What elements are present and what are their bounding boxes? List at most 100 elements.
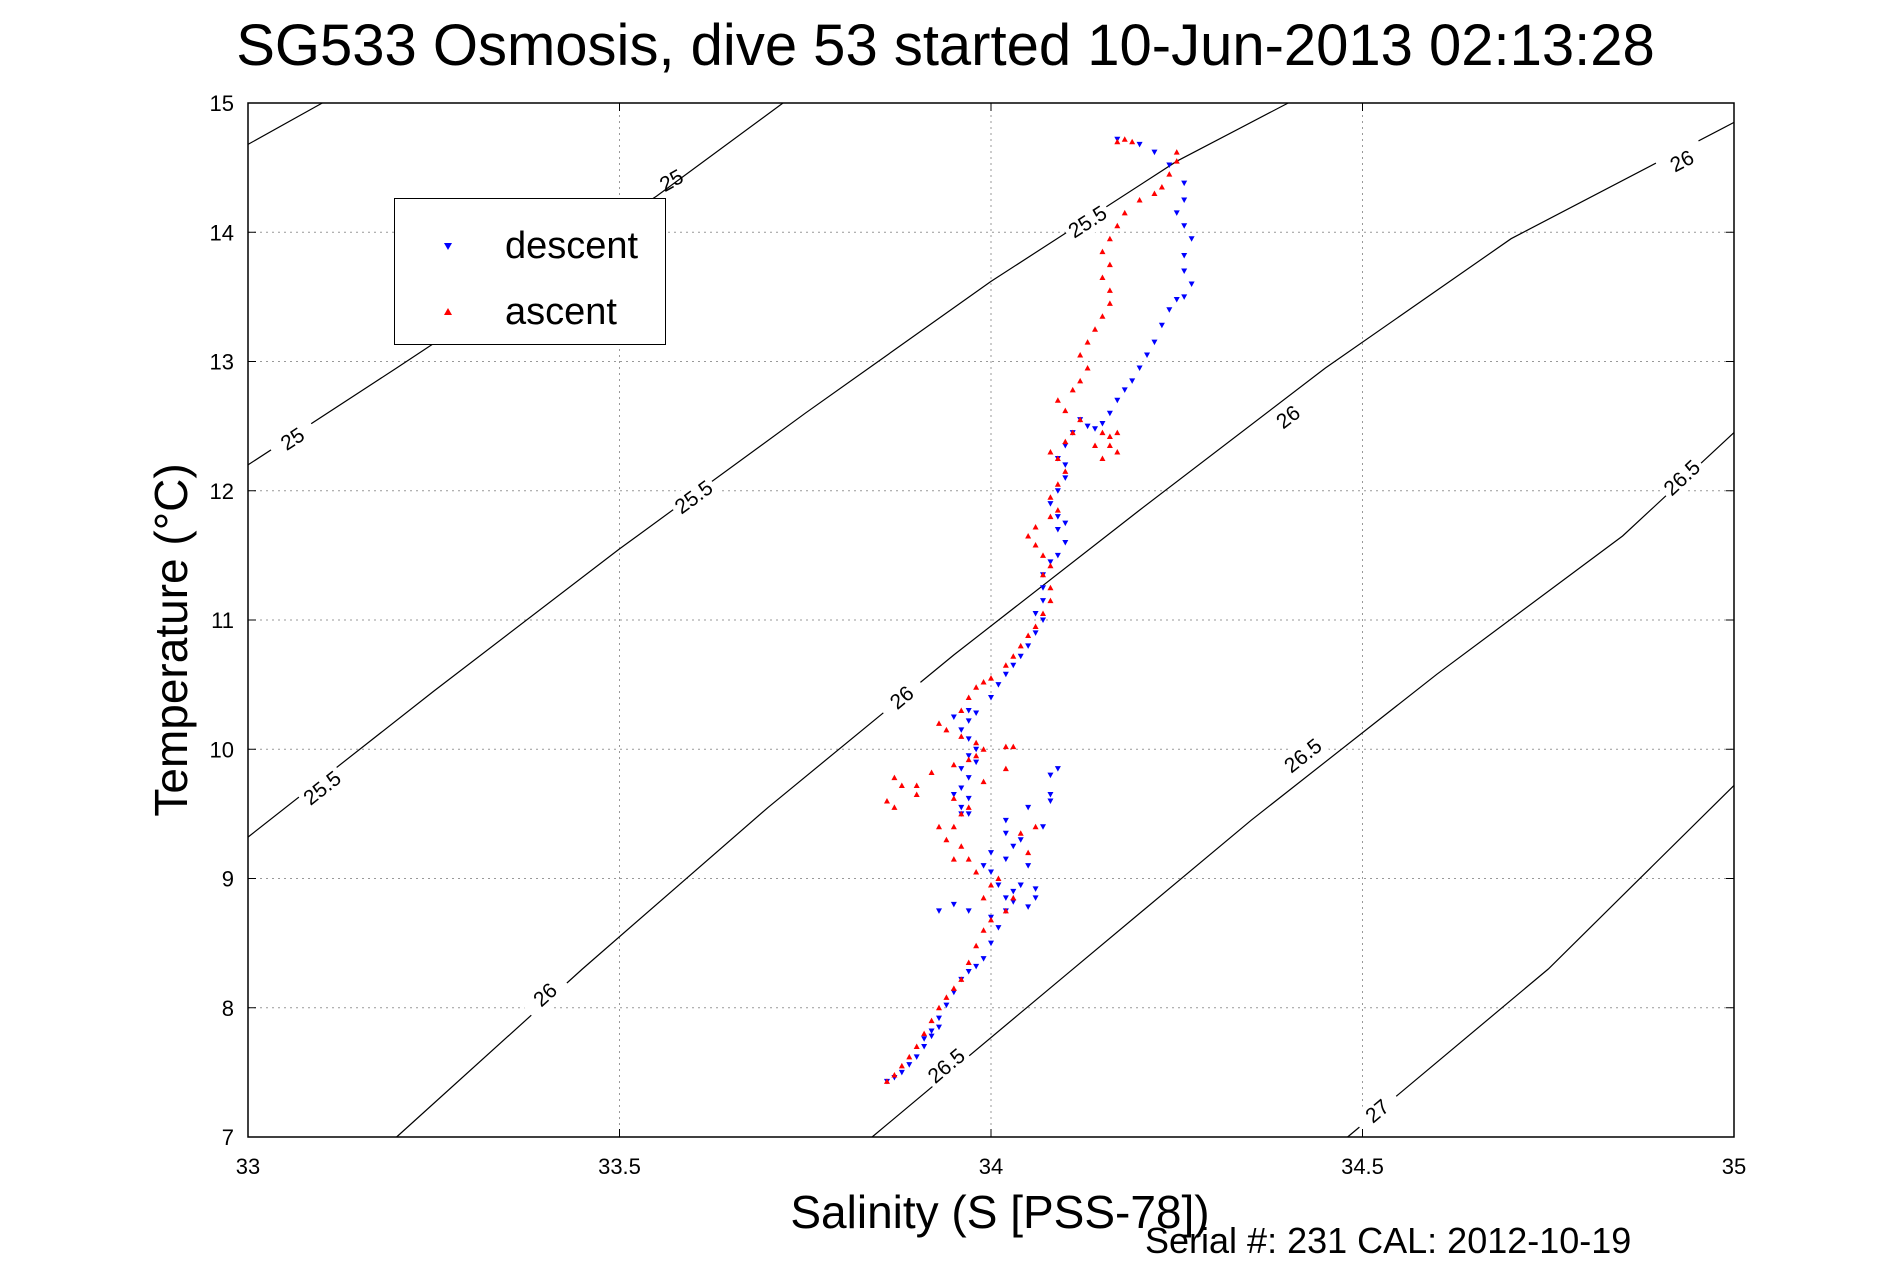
point-ascent [1077,416,1084,423]
point-ascent [1114,429,1121,436]
y-tick-label: 15 [210,91,234,116]
point-ascent [928,1017,935,1024]
point-descent [965,753,972,759]
point-descent [1188,281,1195,287]
point-ascent [1062,438,1069,445]
point-ascent [1010,743,1017,750]
point-ascent [1047,494,1054,500]
point-ascent [1114,222,1121,229]
point-ascent [1069,386,1076,393]
point-descent [950,791,957,798]
point-descent [1054,527,1061,533]
point-descent [913,1054,920,1060]
point-ascent [1151,190,1158,196]
point-descent [965,908,972,914]
point-descent [965,969,972,975]
point-descent [1032,630,1039,636]
point-ascent [1047,513,1054,520]
point-descent [995,682,1002,688]
point-descent [1040,598,1047,604]
point-descent [1136,365,1143,371]
point-descent [988,869,994,876]
point-descent [898,1069,905,1076]
triangle-up-icon [444,308,452,315]
legend-label-descent: descent [505,225,639,267]
contour-line-26 [396,121,1735,1138]
point-ascent [935,1004,942,1011]
point-ascent [950,795,957,801]
y-tick-label: 9 [222,867,234,892]
point-descent [1084,423,1091,430]
point-descent [1166,307,1173,313]
point-ascent [988,675,994,681]
point-ascent [1047,584,1054,591]
point-ascent [950,823,957,830]
legend-item-ascent: ascent [395,285,665,345]
point-ascent [1025,849,1032,856]
point-descent [988,940,994,947]
point-descent [1054,514,1061,520]
point-descent [1025,863,1032,869]
point-ascent [1017,830,1024,836]
point-descent [928,1033,935,1040]
point-descent [1025,804,1032,811]
point-ascent [1040,610,1047,617]
point-descent [1114,397,1121,404]
point-descent [1047,798,1054,804]
point-descent [928,1028,935,1035]
point-ascent [1106,287,1113,293]
point-ascent [1106,442,1113,449]
point-ascent [995,875,1002,881]
point-descent [1136,141,1143,148]
point-ascent [988,881,994,888]
point-descent [906,1062,913,1068]
point-ascent [1106,261,1113,268]
point-descent [1166,162,1173,169]
triangle-down-icon [444,243,452,250]
point-ascent [980,746,987,752]
point-ascent [1136,196,1143,203]
point-ascent [1084,339,1091,345]
point-ascent [1010,894,1017,901]
point-descent [1010,899,1017,905]
point-descent [921,1036,928,1042]
point-descent [1188,236,1195,242]
point-ascent [891,804,898,810]
point-descent [935,1015,942,1022]
point-descent [1002,671,1009,678]
point-ascent [1054,397,1061,403]
point-descent [1054,766,1061,772]
point-ascent [1032,623,1039,629]
point-ascent [965,959,972,966]
point-ascent [883,1078,890,1084]
x-axis-label: Salinity (S [PSS-78]) [790,1186,1210,1238]
legend-label-ascent: ascent [505,291,617,333]
point-descent [1181,180,1188,187]
axis-ticks: 33 33.5 34 34.5 35 7 8 9 10 11 12 13 14 15 [210,91,1747,1179]
y-tick-label: 8 [222,996,234,1021]
point-descent [1002,856,1009,863]
point-ascent [965,756,972,763]
point-ascent [1173,149,1180,155]
point-descent [1040,585,1047,591]
point-descent [1062,475,1069,481]
data-points [883,136,1195,1085]
y-axis-label: Temperature (°C) [145,463,197,817]
point-descent [973,759,980,766]
contour-label-bg [518,969,572,1021]
point-ascent [1077,352,1084,358]
point-descent [973,963,980,970]
point-descent [1181,253,1188,259]
point-ascent [1077,377,1084,384]
point-ascent [950,856,957,862]
point-descent [950,901,957,908]
point-ascent [958,976,965,982]
contour-label-bg [1261,392,1316,442]
point-descent [1017,653,1024,660]
point-ascent [980,679,987,685]
point-ascent [1166,171,1173,177]
point-descent [1062,539,1069,546]
contour-label-bg [1655,451,1709,504]
point-descent [1158,322,1165,329]
point-descent [1040,617,1047,623]
